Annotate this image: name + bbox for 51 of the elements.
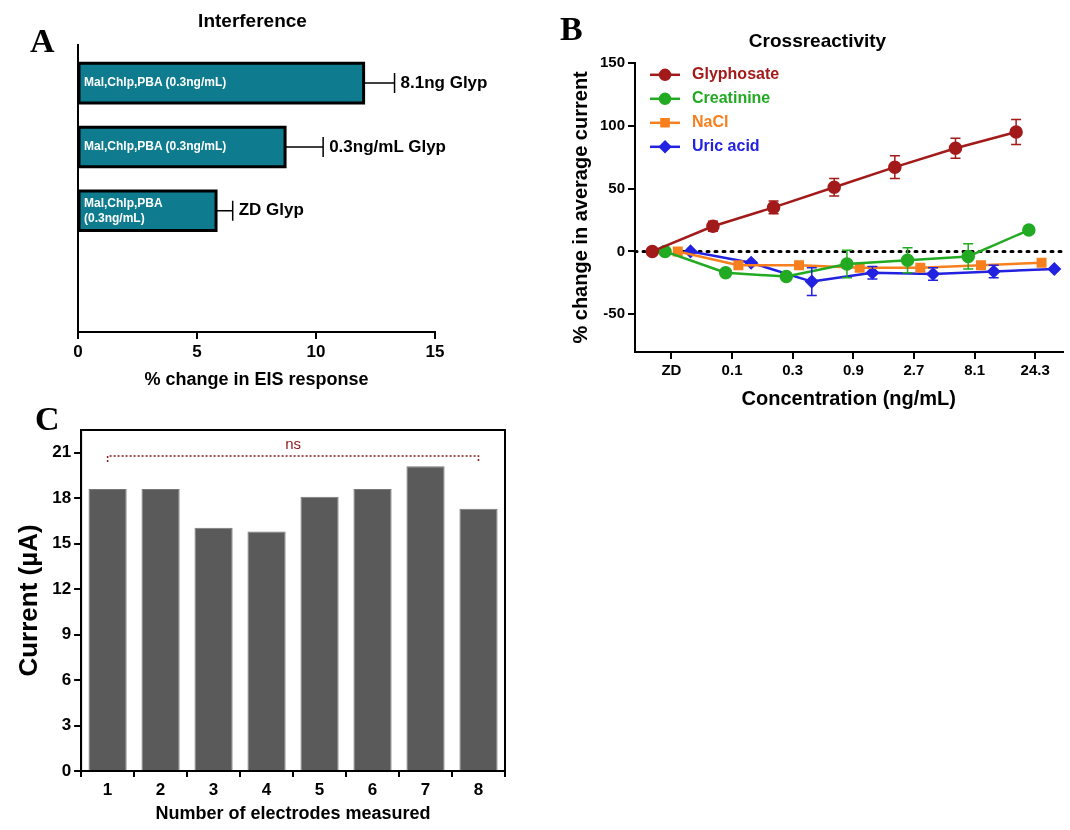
y-tick-label: 12 <box>52 578 72 598</box>
x-tick-label: ZD <box>661 361 682 379</box>
y-axis-title: % change in average current <box>568 70 591 344</box>
x-tick-label: 2.7 <box>903 361 925 379</box>
text: A <box>30 22 55 60</box>
y-tick-label: ZD Glyp <box>238 200 304 220</box>
x-tick-label: 8 <box>473 779 484 799</box>
y-tick-label: 9 <box>61 624 72 644</box>
y-tick-label: 150 <box>600 52 626 70</box>
annotation: ns <box>285 434 301 452</box>
text: C <box>35 400 60 438</box>
x-tick-label: 0.3 <box>782 361 804 379</box>
annotation: Mal,Chlp,PBA (0.3ng/mL) <box>84 139 227 154</box>
y-tick-label: 0.3ng/mL Glyp <box>329 136 446 156</box>
y-tick-label: 15 <box>52 533 72 553</box>
annotation: Mal,Chlp,PBA (0.3ng/mL) <box>84 75 227 90</box>
legend-label: NaCl <box>692 113 729 131</box>
x-tick-label: 2 <box>155 779 166 799</box>
legend-label: Glyphosate <box>692 65 780 83</box>
x-tick-label: 0.9 <box>842 361 864 379</box>
x-tick-label: 24.3 <box>1020 361 1050 379</box>
x-tick-label: 5 <box>192 341 202 361</box>
x-tick-label: 8.1 <box>964 361 986 379</box>
y-tick-label: 18 <box>52 487 72 507</box>
annotation: Mal,Chlp,PBA (0.3ng/mL) <box>84 195 163 225</box>
y-tick-label: 6 <box>61 669 72 689</box>
y-tick-label: 50 <box>608 178 626 196</box>
legend-label: Creatinine <box>692 89 771 107</box>
x-tick-label: 5 <box>314 779 325 799</box>
y-tick-label: 21 <box>52 442 72 462</box>
y-tick-label: 0 <box>61 760 72 780</box>
x-axis-title: Concentration (ng/mL) <box>741 386 956 409</box>
x-tick-label: 3 <box>208 779 219 799</box>
x-axis-title: Number of electrodes measured <box>155 803 431 824</box>
x-tick-label: 4 <box>261 779 272 799</box>
y-tick-label: 8.1ng Glyp <box>400 72 488 92</box>
x-tick-label: 10 <box>306 341 326 361</box>
y-tick-label: 0 <box>616 241 626 259</box>
text: B <box>560 10 583 48</box>
x-tick-label: 1 <box>102 779 113 799</box>
x-axis-title: % change in EIS response <box>144 369 369 390</box>
y-tick-label: 100 <box>600 115 626 133</box>
x-tick-label: 6 <box>367 779 378 799</box>
y-tick-label: 3 <box>61 715 72 735</box>
chart-title: Interference <box>198 9 307 31</box>
y-axis-title: Current (µA) <box>12 524 43 677</box>
legend-label: Uric acid <box>692 137 760 155</box>
y-tick-label: -50 <box>603 304 626 322</box>
x-tick-label: 7 <box>420 779 431 799</box>
chart-title: Crossreactivity <box>748 29 887 51</box>
x-tick-label: 0.1 <box>721 361 743 379</box>
